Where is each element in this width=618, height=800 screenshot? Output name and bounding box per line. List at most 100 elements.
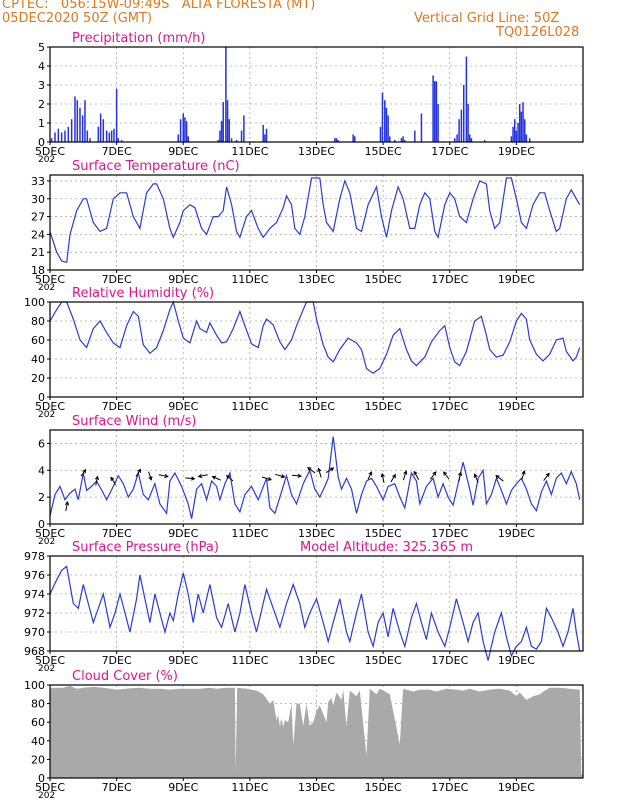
wind-vector-arrow [543,473,550,481]
wind-series-line [49,436,581,519]
wind-xtick-label: 11DEC [231,527,268,540]
wind-xtick-label: 5DEC [35,527,65,540]
pres-ytick-label: 972 [24,607,45,620]
cloud-xtick-label: 17DEC [431,781,468,794]
precip-bar [115,88,118,142]
wind-vector-arrow [521,471,525,481]
wind-xtick-label: 13DEC [298,527,335,540]
rh-series-line [49,300,581,375]
pres-xtick-label: 13DEC [298,654,335,667]
wind-vector-arrow [95,476,99,486]
temp-ytick-label: 27 [31,211,45,224]
precip-bar [354,136,356,142]
wind-vector-arrowhead [82,468,87,474]
precip-bar [230,138,233,142]
cloud-xsub-label: 202 [38,791,55,800]
precip-bar [462,85,465,142]
wind-xtick-label: 15DEC [365,527,402,540]
precip-bar [67,126,70,142]
precip-bar [517,123,519,142]
precip-bar [525,134,528,142]
precip-bar [265,128,268,142]
wind-vector-arrow [443,471,450,480]
precip-bar [81,115,84,142]
precip-bar [228,119,230,142]
precip-xtick-label: 19DEC [498,145,535,158]
wind-xtick-label: 7DEC [102,527,132,540]
precip-bar [522,102,524,142]
precip-bar [432,75,434,142]
temp-ytick-label: 24 [31,228,45,241]
precip-bar [70,119,73,142]
precip-bar [385,107,388,142]
precip-bar [220,121,223,142]
wind-vector-arrow [413,471,420,480]
precip-title: Precipitation (mm/h) [72,31,205,46]
rh-xsub-label: 202 [38,410,55,420]
precip-bar [86,130,89,142]
precip-bar [84,100,86,142]
wind-vector-arrowhead [190,476,196,481]
temp-xtick-label: 7DEC [102,273,132,286]
cloud-xtick-label: 13DEC [298,781,335,794]
precip-bar [185,121,188,142]
precip-bar [515,130,518,142]
temp-xtick-label: 9DEC [168,273,198,286]
cloud-cover-area [50,685,583,778]
precip-bar [226,100,229,142]
precip-bar [420,113,423,142]
pres-title: Surface Pressure (hPa) [72,540,219,555]
precip-xtick-label: 5DEC [35,145,65,158]
precip-bar [108,132,111,142]
header-date: 05DEC2020 50Z (GMT) [2,11,153,26]
precip-xtick-label: 9DEC [168,145,198,158]
wind-xsub-label: 202 [38,537,55,547]
precip-bar [404,140,406,142]
precip-bar [510,136,513,142]
precip-bar [74,96,76,142]
rh-ytick-label: 100 [24,296,45,309]
wind-vector-arrow [325,467,334,473]
rh-xtick-label: 17DEC [431,400,468,413]
cloud-xtick-label: 9DEC [168,781,198,794]
wind-vector-arrowhead [521,470,526,475]
precip-bar [219,130,221,142]
precip-xsub-label: 202 [38,155,55,165]
wind-vector-arrowhead [368,471,373,476]
pres-xsub-label: 202 [38,664,55,674]
precip-bar [334,138,336,142]
wind-vector-arrowhead [495,475,500,480]
precip-bar [225,47,227,142]
precip-bar [54,132,56,142]
pres-ytick-label: 974 [24,588,45,601]
header-station: CPTEC: 056:15W-09:49S ALTA FLORESTA (MT) [2,0,316,12]
precip-bar [389,136,391,142]
wind-xtick-label: 19DEC [498,527,535,540]
precip-bar [64,130,66,142]
precip-bar [335,138,338,142]
precip-bar [102,119,105,142]
wind-vector-arrow [367,471,373,480]
pres-series-line [49,565,581,661]
temp-xtick-label: 17DEC [431,273,468,286]
temp-xtick-label: 11DEC [231,273,268,286]
wind-vector-arrow [307,467,316,474]
wind-vector-arrowhead [280,474,286,479]
cloud-ytick-label: 80 [31,698,45,711]
rh-xtick-label: 5DEC [35,400,65,413]
precip-xtick-label: 15DEC [365,145,402,158]
wind-vector-arrow [65,501,69,512]
precip-xtick-label: 17DEC [431,145,468,158]
precip-bar [435,81,438,142]
pres-xtick-label: 17DEC [431,654,468,667]
temp-ytick-label: 30 [31,193,45,206]
precip-bar [57,128,60,142]
precip-bar [387,115,389,142]
precip-bar [182,113,184,142]
wind-vector-arrowhead [297,473,303,478]
precip-bar [264,134,266,142]
precip-bar [467,104,469,142]
wind-vector-arrowhead [94,475,100,481]
wind-vector-arrow [474,474,479,483]
temp-ytick-label: 33 [31,175,45,188]
